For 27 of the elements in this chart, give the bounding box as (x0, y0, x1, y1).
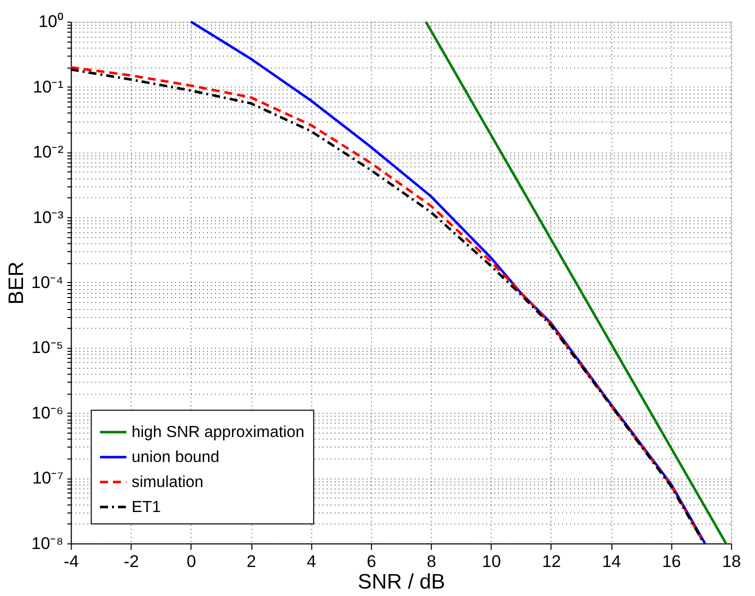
y-tick-label: 10⁻⁶ (32, 403, 64, 422)
x-tick-label: 12 (542, 552, 561, 571)
legend-label: simulation (132, 474, 204, 491)
legend-label: high SNR approximation (132, 424, 304, 442)
y-tick-label: 10⁻² (32, 142, 64, 162)
x-tick-label: 2 (246, 552, 256, 571)
x-tick-label: 14 (602, 552, 621, 571)
y-axis-title: BER (5, 262, 28, 305)
x-tick-label: 10 (482, 552, 501, 571)
y-tick-label: 10⁻¹ (32, 77, 64, 96)
y-tick-label: 10⁻⁴ (31, 273, 64, 292)
x-tick-label: 8 (426, 552, 436, 571)
y-tick-label: 10⁻⁷ (32, 468, 64, 488)
x-axis-title: SNR / dB (358, 570, 446, 594)
y-tick-label: 10⁻⁵ (31, 338, 64, 358)
x-tick-label: 6 (366, 552, 376, 571)
legend-label: ET1 (132, 498, 162, 516)
y-tick-label: 10⁰ (38, 12, 64, 32)
y-tick-label: 10⁻³ (32, 208, 64, 227)
x-tick-label: 18 (722, 552, 741, 571)
x-tick-label: -2 (124, 552, 139, 571)
y-tick-label: 10⁻⁸ (31, 534, 64, 553)
x-tick-label: 0 (186, 552, 196, 571)
legend-label: union bound (132, 449, 220, 466)
x-tick-label: 4 (306, 552, 316, 571)
x-tick-label: 16 (662, 552, 681, 571)
x-tick-label: -4 (64, 552, 79, 571)
